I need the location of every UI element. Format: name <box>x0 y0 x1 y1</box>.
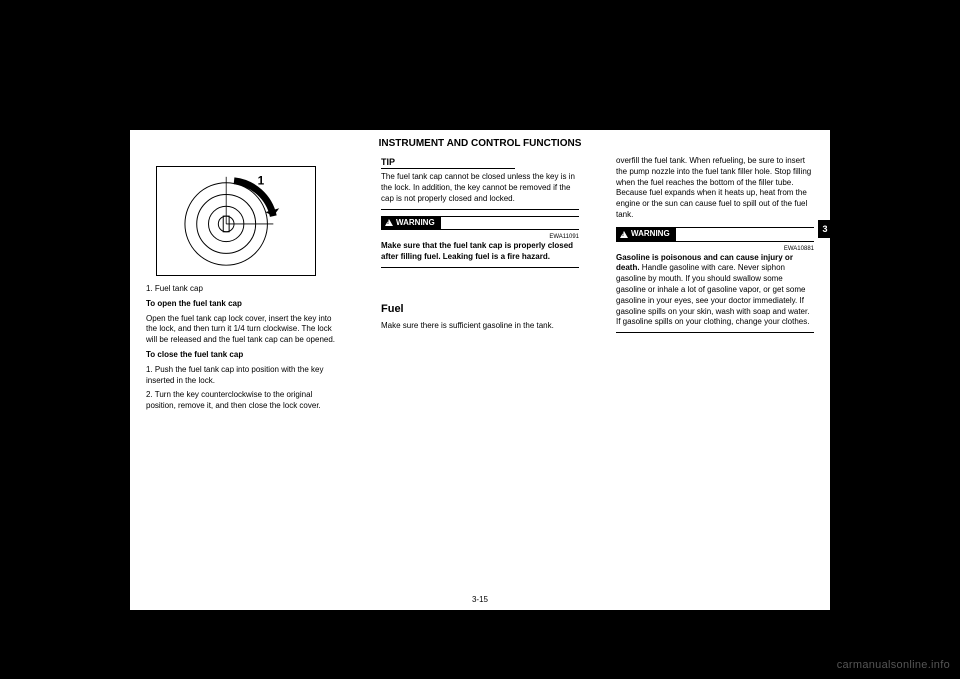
warning-code-2: EWA10881 <box>616 245 814 253</box>
manual-page: INSTRUMENT AND CONTROL FUNCTIONS 3 1 1. … <box>130 130 830 610</box>
warning-label: WARNING <box>396 218 435 229</box>
close-cap-step2: 2. Turn the key counterclockwise to the … <box>146 390 344 412</box>
open-cap-body: Open the fuel tank cap lock cover, inser… <box>146 314 344 346</box>
warning-badge: WARNING <box>616 227 676 242</box>
fuel-heading: Fuel <box>381 302 579 317</box>
warning-box-2: WARNING <box>616 227 814 242</box>
page-number: 3-15 <box>130 595 830 604</box>
warning-badge: WARNING <box>381 216 441 231</box>
warning-rule <box>676 227 814 242</box>
warning-label: WARNING <box>631 229 670 240</box>
divider <box>616 332 814 333</box>
illus-callout-1: 1 <box>258 175 265 188</box>
warning-triangle-icon <box>620 231 628 238</box>
warning-rule <box>441 216 579 231</box>
section-tab: 3 <box>818 220 832 238</box>
warning-text-2: Handle gasoline with care. Never siphon … <box>616 263 809 326</box>
warning-box-1: WARNING <box>381 216 579 231</box>
tip-body: The fuel tank cap cannot be closed unles… <box>381 172 579 204</box>
close-cap-step1: 1. Push the fuel tank cap into position … <box>146 365 344 387</box>
watermark: carmanualsonline.info <box>837 659 950 671</box>
column-1: 1 1. Fuel tank cap To open the fuel tank… <box>140 130 350 424</box>
open-cap-heading: To open the fuel tank cap <box>146 299 344 310</box>
warning-body-2: Gasoline is poisonous and can cause inju… <box>616 253 814 329</box>
fuel-cap-illustration: 1 <box>156 166 316 276</box>
column-3: overfill the fuel tank. When refueling, … <box>610 130 820 345</box>
divider <box>381 209 579 210</box>
illus-caption: 1. Fuel tank cap <box>146 284 344 295</box>
col3-lead: overfill the fuel tank. When refueling, … <box>616 156 814 221</box>
warning-body-1: Make sure that the fuel tank cap is prop… <box>381 241 579 263</box>
column-2: TIP The fuel tank cap cannot be closed u… <box>375 130 585 344</box>
tip-label: TIP <box>381 156 515 169</box>
divider <box>381 267 579 268</box>
warning-triangle-icon <box>385 219 393 226</box>
warning-code-1: EWA11091 <box>381 233 579 241</box>
close-cap-heading: To close the fuel tank cap <box>146 350 344 361</box>
fuel-body: Make sure there is sufficient gasoline i… <box>381 321 579 332</box>
